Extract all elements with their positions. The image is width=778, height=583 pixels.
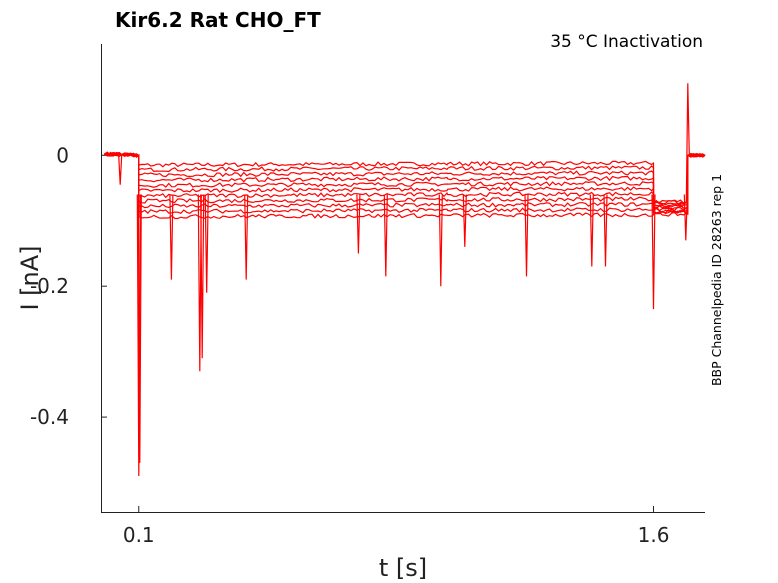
current-trace-5: [104, 151, 705, 209]
x-tick-label: 1.6: [638, 523, 670, 547]
y-axis-ticks: 0 -0.2 -0.4: [30, 143, 107, 429]
transient-spike-11: [438, 194, 443, 287]
current-trace-2: [104, 152, 706, 205]
transient-spike-4: [169, 194, 174, 280]
transient-spike-8: [244, 194, 249, 280]
x-axis-ticks: 0.1 1.6: [123, 506, 670, 547]
y-tick-label: -0.2: [30, 274, 69, 298]
transient-spike-7: [204, 194, 209, 293]
current-trace-7: [104, 151, 706, 212]
transient-spike-2: [136, 194, 141, 477]
transient-spike-16: [651, 194, 656, 310]
current-trace-8: [104, 151, 706, 213]
transient-spike-12: [462, 194, 467, 247]
current-trace-1: [104, 151, 706, 204]
current-trace-6: [104, 152, 706, 211]
current-trace-4: [104, 152, 706, 208]
x-tick-label: 0.1: [123, 523, 155, 547]
transient-spike-1: [118, 155, 123, 185]
source-id-label: BBP Channelpedia ID 28263 rep 1: [709, 174, 724, 386]
current-trace-9: [104, 152, 706, 214]
transient-spike-9: [356, 194, 361, 254]
transient-spike-17: [683, 194, 688, 241]
chart-title: Kir6.2 Rat CHO_FT: [115, 8, 321, 32]
x-axis-label: t [s]: [379, 554, 427, 582]
y-axis-label: I [nA]: [16, 245, 44, 310]
transient-spike-13: [524, 194, 529, 277]
tail-peak: [685, 83, 690, 202]
transient-spike-15: [603, 194, 608, 267]
transient-spike-6: [200, 194, 205, 359]
current-trace-11: [104, 151, 706, 220]
current-trace-3: [104, 152, 706, 207]
y-tick-label: -0.4: [30, 405, 69, 429]
condition-annotation: 35 °C Inactivation: [550, 32, 703, 52]
current-traces: [104, 83, 706, 477]
transient-spike-14: [589, 194, 594, 267]
transient-spike-3: [137, 194, 142, 463]
y-tick-label: 0: [56, 143, 69, 167]
current-trace-10: [104, 152, 706, 215]
transient-spike-10: [383, 194, 388, 277]
